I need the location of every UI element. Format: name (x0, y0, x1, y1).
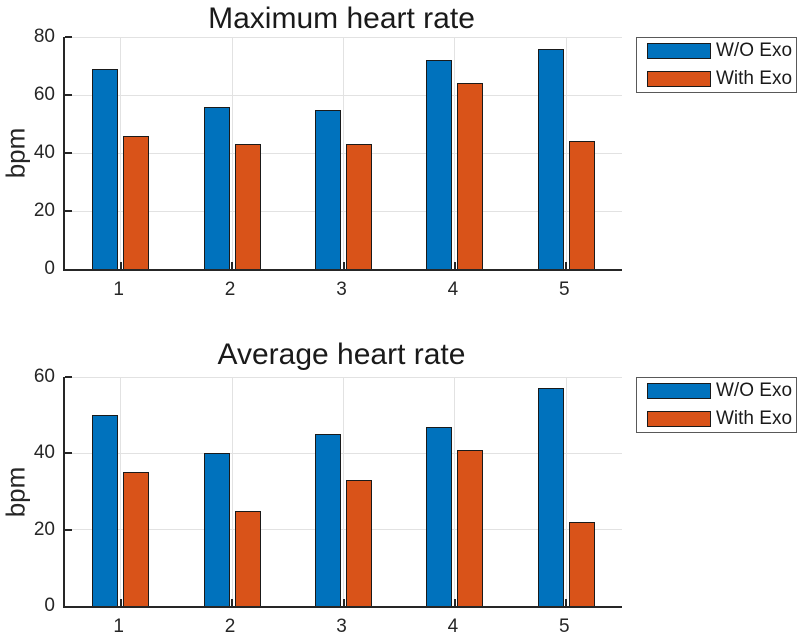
bar-with-exo-cat3 (346, 144, 372, 269)
legend-item-with-exo: With Exo (647, 68, 796, 90)
plot-area-maximum-heart-rate (63, 36, 622, 271)
bar-w-o-exo-cat4 (426, 426, 453, 606)
y-tick-label: 0 (44, 595, 55, 616)
y-tick-mark (65, 94, 72, 96)
bar-w-o-exo-cat2 (203, 106, 230, 269)
bar-with-exo-cat2 (234, 144, 261, 269)
y-tick-mark (65, 210, 72, 212)
bar-with-exo-cat2 (234, 510, 261, 606)
y-tick-mark (65, 36, 72, 38)
y-tick-label: 40 (33, 442, 55, 464)
x-tick-mark (453, 262, 456, 269)
x-tick-mark (119, 599, 122, 606)
y-axis-label-bpm-bottom: bpm (0, 466, 31, 518)
x-tick-label: 2 (224, 616, 236, 635)
x-tick-label: 3 (336, 279, 347, 300)
chart-title-average-heart-rate: Average heart rate (217, 338, 466, 371)
bar-with-exo-cat5 (568, 141, 595, 269)
legend-item-wo-exo: W/O Exo (647, 40, 796, 62)
bar-w-o-exo-cat2 (203, 453, 230, 606)
x-tick-mark (342, 599, 345, 606)
bar-with-exo-cat1 (123, 135, 150, 269)
gridline-vertical (120, 37, 122, 269)
gridline-vertical (454, 377, 456, 606)
x-tick-label: 4 (447, 616, 459, 635)
gridline-vertical (454, 37, 456, 269)
x-tick-mark (231, 262, 234, 269)
y-tick-label: 20 (33, 518, 55, 540)
y-tick-label: 0 (44, 258, 55, 279)
y-tick-label: 60 (33, 84, 55, 105)
gridline-vertical (565, 37, 567, 269)
legend-label-wo-exo: W/O Exo (716, 380, 793, 401)
x-tick-mark (565, 599, 568, 606)
y-tick-mark (65, 152, 72, 154)
x-tick-label: 1 (113, 616, 124, 635)
y-tick-label: 60 (33, 366, 55, 387)
x-tick-mark (565, 262, 568, 269)
bar-w-o-exo-cat5 (537, 388, 564, 606)
legend-top-chart: W/O Exo With Exo (636, 37, 797, 93)
gridline-vertical (343, 377, 344, 606)
legend-swatch-wo-exo (647, 43, 711, 59)
bar-w-o-exo-cat3 (315, 434, 341, 606)
x-tick-label: 5 (559, 279, 570, 300)
x-tick-mark (231, 599, 234, 606)
bar-w-o-exo-cat1 (92, 415, 119, 606)
x-tick-label: 3 (336, 616, 347, 635)
legend-label-with-exo: With Exo (716, 68, 793, 89)
y-tick-mark (65, 376, 72, 378)
legend-swatch-with-exo (647, 411, 711, 427)
gridline-vertical (120, 377, 122, 606)
x-tick-mark (453, 599, 456, 606)
x-tick-label: 1 (113, 279, 124, 300)
bar-with-exo-cat4 (457, 83, 484, 269)
x-tick-label: 5 (559, 616, 570, 635)
legend-swatch-wo-exo (647, 383, 711, 399)
x-tick-label: 4 (447, 279, 459, 300)
y-tick-mark (65, 452, 72, 455)
x-tick-label: 2 (224, 279, 236, 300)
x-tick-mark (342, 262, 345, 269)
legend-label-with-exo: With Exo (716, 408, 793, 429)
bar-w-o-exo-cat4 (426, 60, 453, 269)
bar-with-exo-cat4 (457, 449, 484, 606)
bar-with-exo-cat3 (346, 480, 372, 606)
bar-with-exo-cat1 (123, 472, 150, 606)
bar-w-o-exo-cat3 (315, 109, 341, 269)
legend-item-with-exo: With Exo (647, 408, 796, 430)
legend-item-wo-exo: W/O Exo (647, 380, 796, 402)
y-tick-label: 80 (33, 26, 55, 47)
gridline-vertical (231, 37, 233, 269)
legend-label-wo-exo: W/O Exo (716, 40, 793, 61)
y-tick-mark (65, 528, 72, 531)
x-tick-mark (119, 262, 122, 269)
legend-swatch-with-exo (647, 71, 711, 87)
chart-title-maximum-heart-rate: Maximum heart rate (208, 2, 475, 35)
y-tick-label: 40 (33, 142, 55, 163)
y-tick-label: 20 (33, 200, 55, 221)
plot-area-average-heart-rate (63, 376, 622, 608)
bar-w-o-exo-cat5 (537, 48, 564, 269)
gridline-vertical (565, 377, 567, 606)
legend-bottom-chart: W/O Exo With Exo (636, 377, 797, 433)
bar-with-exo-cat5 (568, 522, 595, 606)
bar-w-o-exo-cat1 (92, 68, 119, 269)
gridline-vertical (343, 37, 344, 269)
gridline-vertical (231, 377, 233, 606)
